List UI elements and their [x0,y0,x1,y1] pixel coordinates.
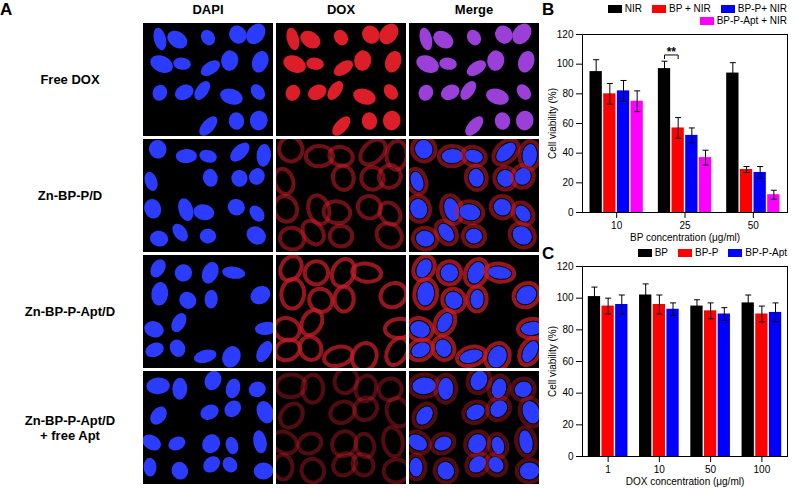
html-text:+ free Apt: + free Apt [40,427,100,443]
html-text:BP: BP [654,247,668,258]
svg-text:120: 120 [557,261,574,272]
svg-text:10: 10 [611,220,623,231]
svg-text:10: 10 [654,464,666,475]
html-text:BP-P-Apt: BP-P-Apt [745,247,787,258]
svg-text:40: 40 [562,147,574,158]
svg-text:80: 80 [562,88,574,99]
html-text:BP-P+ NIR: BP-P+ NIR [737,3,787,14]
html-text:Zn-BP-P/D: Zn-BP-P/D [37,188,103,203]
html-text:NIR: NIR [624,3,642,14]
svg-text:Cell viability (%): Cell viability (%) [547,88,558,159]
html-text:Merge: Merge [454,2,494,17]
svg-text:50: 50 [748,220,760,231]
svg-text:0: 0 [568,207,574,218]
svg-text:120: 120 [557,29,574,40]
svg-text:**: ** [667,45,677,59]
html-text:BP-P-Apt + NIR: BP-P-Apt + NIR [716,15,787,26]
svg-text:100: 100 [557,58,574,69]
html-text:BP-P: BP-P [695,247,719,258]
svg-text:100: 100 [754,464,771,475]
svg-text:Cell viability (%): Cell viability (%) [547,326,558,397]
html-text:DAPI: DAPI [192,2,224,17]
svg-text:0: 0 [568,451,574,462]
svg-text:60: 60 [562,118,574,129]
svg-text:1: 1 [605,464,611,475]
html-text:BP + NIR: BP + NIR [669,3,711,14]
html-text:Zn-BP-P-Apt/D: Zn-BP-P-Apt/D [24,412,116,428]
svg-text:DOX concentration (μg/ml): DOX concentration (μg/ml) [626,476,745,487]
svg-text:20: 20 [562,177,574,188]
html-text:A: A [0,0,13,19]
svg-text:25: 25 [679,220,691,231]
html-text:B: B [542,0,555,19]
html-text:C: C [542,244,555,263]
html-text:Free DOX: Free DOX [40,72,100,87]
svg-text:20: 20 [562,419,574,430]
svg-text:40: 40 [562,387,574,398]
svg-text:BP concentration (μg/ml): BP concentration (μg/ml) [630,232,740,243]
html-text:DOX: DOX [326,2,356,17]
svg-text:80: 80 [562,324,574,335]
svg-text:50: 50 [705,464,717,475]
svg-text:100: 100 [557,292,574,303]
svg-text:60: 60 [562,356,574,367]
html-text:Zn-BP-P-Apt/D: Zn-BP-P-Apt/D [24,304,116,319]
